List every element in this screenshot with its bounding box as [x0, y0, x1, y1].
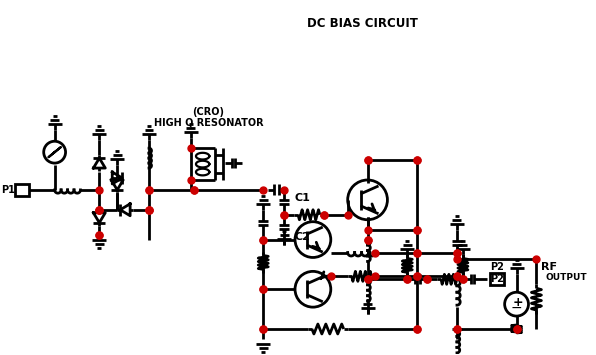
- Text: P1: P1: [1, 185, 15, 195]
- Text: HIGH Q RESONATOR: HIGH Q RESONATOR: [154, 118, 263, 127]
- Bar: [15, 184, 29, 196]
- Text: C1: C1: [294, 193, 310, 203]
- Text: P2: P2: [490, 274, 504, 284]
- Text: +: +: [512, 296, 523, 308]
- Text: C2: C2: [294, 231, 310, 242]
- Text: RF: RF: [541, 262, 557, 272]
- Bar: [490, 273, 504, 285]
- Text: (CRO): (CRO): [193, 108, 225, 118]
- Text: OUTPUT: OUTPUT: [545, 273, 587, 282]
- Text: P2: P2: [490, 262, 504, 272]
- Text: −: −: [511, 301, 522, 315]
- Text: DC BIAS CIRCUIT: DC BIAS CIRCUIT: [307, 17, 418, 29]
